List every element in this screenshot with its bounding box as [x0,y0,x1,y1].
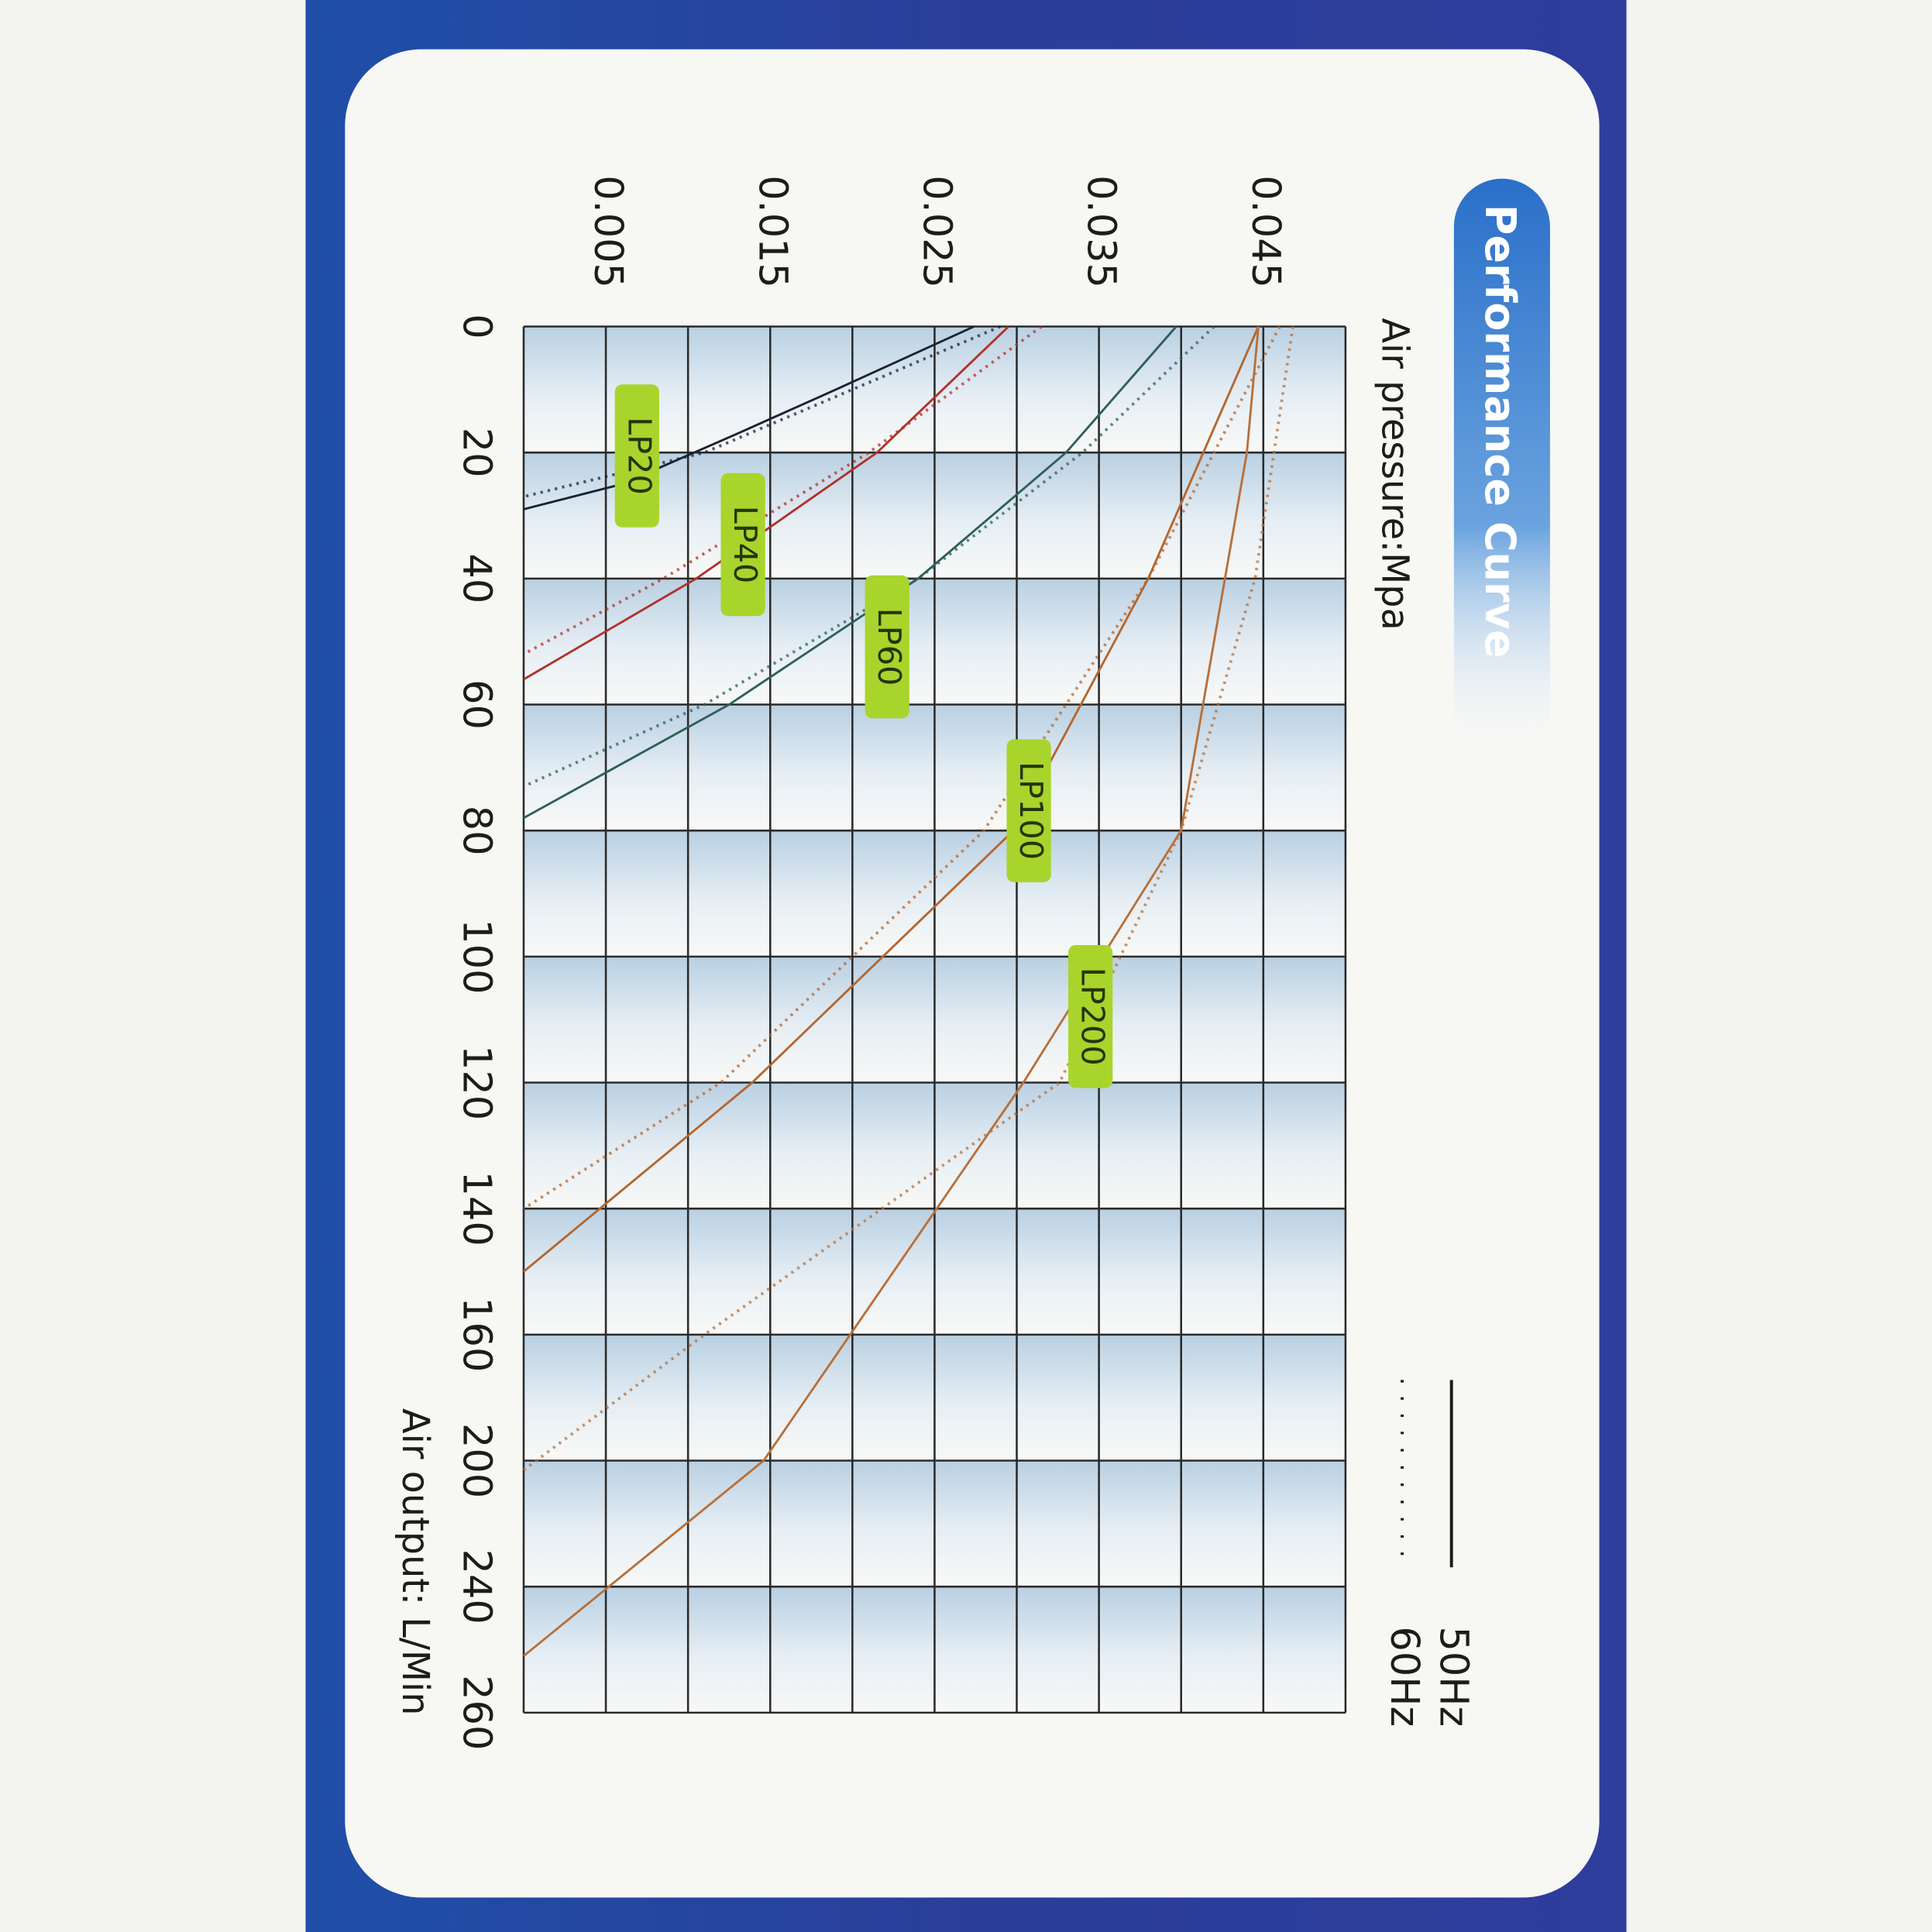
title-pill [1453,178,1550,758]
x-tick-label: 100 [453,919,499,994]
y-axis-label: Air pressure:Mpa [1373,318,1415,630]
legend-label: 60Hz [1381,1627,1427,1727]
x-tick-label: 80 [453,806,499,856]
x-tick-label: 0 [453,314,499,339]
x-tick-label: 60 [453,679,499,730]
x-tick-label: 160 [453,1297,499,1372]
legend-label: 50Hz [1431,1627,1477,1727]
x-tick-label: 200 [453,1423,499,1498]
model-tag [614,384,659,528]
x-tick-label: 40 [453,553,499,603]
curve [522,325,1281,1210]
x-tick-label: 120 [453,1045,499,1120]
plot [522,325,1347,1714]
x-tick-label: 260 [453,1675,499,1750]
model-tag-label: LP100 [1012,761,1050,860]
model-tag [1068,944,1113,1088]
y-tick-label: 0.035 [1078,175,1124,288]
x-tick-label: 20 [453,428,499,478]
chart-title: Performance Curve [1476,205,1525,658]
curve [523,325,1009,681]
x-tick-label: 240 [453,1549,499,1624]
y-tick-label: 0.045 [1243,175,1288,288]
curve [523,325,1177,820]
y-tick-label: 0.015 [749,175,795,288]
model-tag [865,575,909,719]
curve [523,325,1002,498]
model-tag [1006,739,1051,882]
x-tick-label: 140 [453,1171,499,1246]
x-axis-label: Air output: L/Min [394,1408,436,1716]
y-tick-label: 0.005 [585,175,631,288]
model-tag-label: LP60 [871,608,908,686]
curve [523,325,1215,788]
model-tag [720,473,765,617]
model-tag-label: LP20 [621,417,658,495]
model-tag-label: LP40 [727,506,764,584]
y-tick-label: 0.025 [913,175,959,288]
curve [523,325,1043,656]
model-tag-label: LP200 [1074,968,1112,1066]
curve [523,325,975,511]
